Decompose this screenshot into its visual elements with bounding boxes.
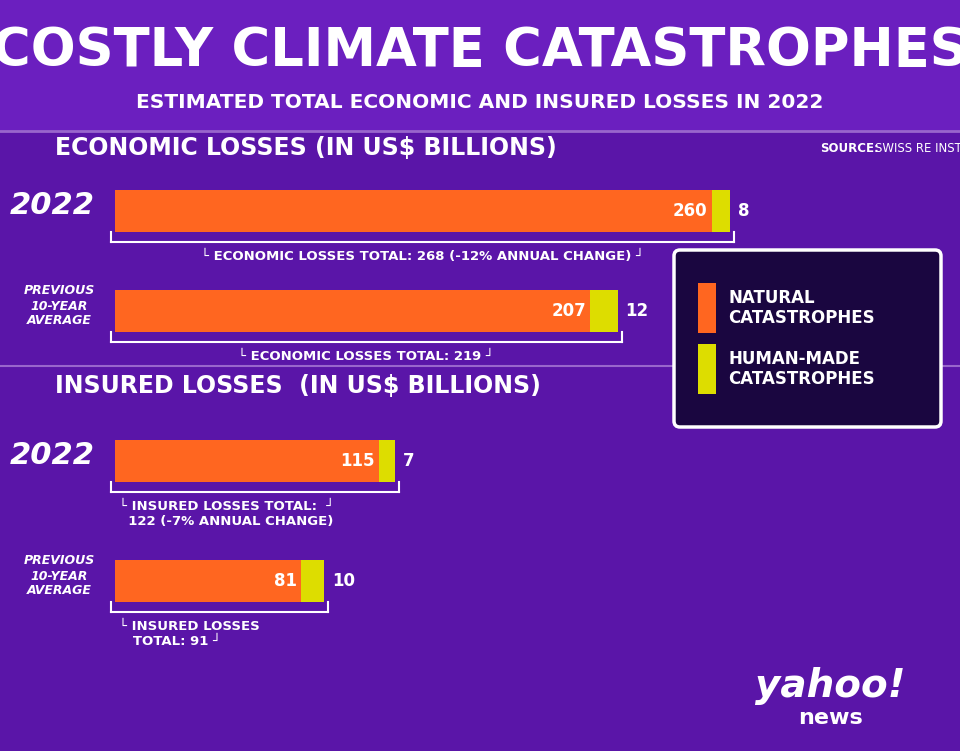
Text: INSURED LOSSES  (IN US$ BILLIONS): INSURED LOSSES (IN US$ BILLIONS): [55, 374, 540, 398]
FancyBboxPatch shape: [379, 440, 395, 482]
Text: └ ECONOMIC LOSSES TOTAL: 268 (-12% ANNUAL CHANGE) ┘: └ ECONOMIC LOSSES TOTAL: 268 (-12% ANNUA…: [201, 250, 644, 263]
FancyBboxPatch shape: [698, 344, 716, 394]
Text: SOURCE:: SOURCE:: [820, 141, 878, 155]
Text: └ INSURED LOSSES
   TOTAL: 91 ┘: └ INSURED LOSSES TOTAL: 91 ┘: [119, 620, 260, 648]
FancyBboxPatch shape: [698, 283, 716, 333]
FancyBboxPatch shape: [0, 0, 960, 131]
FancyBboxPatch shape: [115, 290, 590, 332]
Text: ECONOMIC LOSSES (IN US$ BILLIONS): ECONOMIC LOSSES (IN US$ BILLIONS): [55, 136, 557, 160]
FancyBboxPatch shape: [115, 560, 300, 602]
Text: 10: 10: [332, 572, 355, 590]
FancyBboxPatch shape: [300, 560, 324, 602]
Text: news: news: [798, 708, 862, 728]
Text: 260: 260: [673, 202, 708, 220]
Text: SWISS RE INSTITUTE: SWISS RE INSTITUTE: [875, 141, 960, 155]
Text: COSTLY CLIMATE CATASTROPHES: COSTLY CLIMATE CATASTROPHES: [0, 25, 960, 77]
Text: └ INSURED LOSSES TOTAL:  ┘
  122 (-7% ANNUAL CHANGE): └ INSURED LOSSES TOTAL: ┘ 122 (-7% ANNUA…: [119, 500, 334, 528]
FancyBboxPatch shape: [590, 290, 617, 332]
Text: 8: 8: [738, 202, 750, 220]
Text: └ ECONOMIC LOSSES TOTAL: 219 ┘: └ ECONOMIC LOSSES TOTAL: 219 ┘: [238, 350, 494, 363]
FancyBboxPatch shape: [115, 190, 711, 232]
Text: 2022: 2022: [10, 192, 95, 221]
Text: 12: 12: [626, 302, 649, 320]
Text: 115: 115: [341, 452, 375, 470]
Text: HUMAN-MADE
CATASTROPHES: HUMAN-MADE CATASTROPHES: [728, 350, 875, 388]
FancyBboxPatch shape: [674, 250, 941, 427]
Text: PREVIOUS
10-YEAR
AVERAGE: PREVIOUS 10-YEAR AVERAGE: [24, 285, 95, 327]
Text: NATURAL
CATASTROPHES: NATURAL CATASTROPHES: [728, 288, 875, 327]
FancyBboxPatch shape: [115, 440, 379, 482]
Text: 2022: 2022: [10, 442, 95, 470]
FancyBboxPatch shape: [711, 190, 730, 232]
Text: 7: 7: [403, 452, 415, 470]
Text: 81: 81: [274, 572, 297, 590]
Text: 207: 207: [551, 302, 586, 320]
Text: ESTIMATED TOTAL ECONOMIC AND INSURED LOSSES IN 2022: ESTIMATED TOTAL ECONOMIC AND INSURED LOS…: [136, 94, 824, 113]
Text: yahoo!: yahoo!: [755, 667, 905, 705]
Text: PREVIOUS
10-YEAR
AVERAGE: PREVIOUS 10-YEAR AVERAGE: [24, 554, 95, 598]
